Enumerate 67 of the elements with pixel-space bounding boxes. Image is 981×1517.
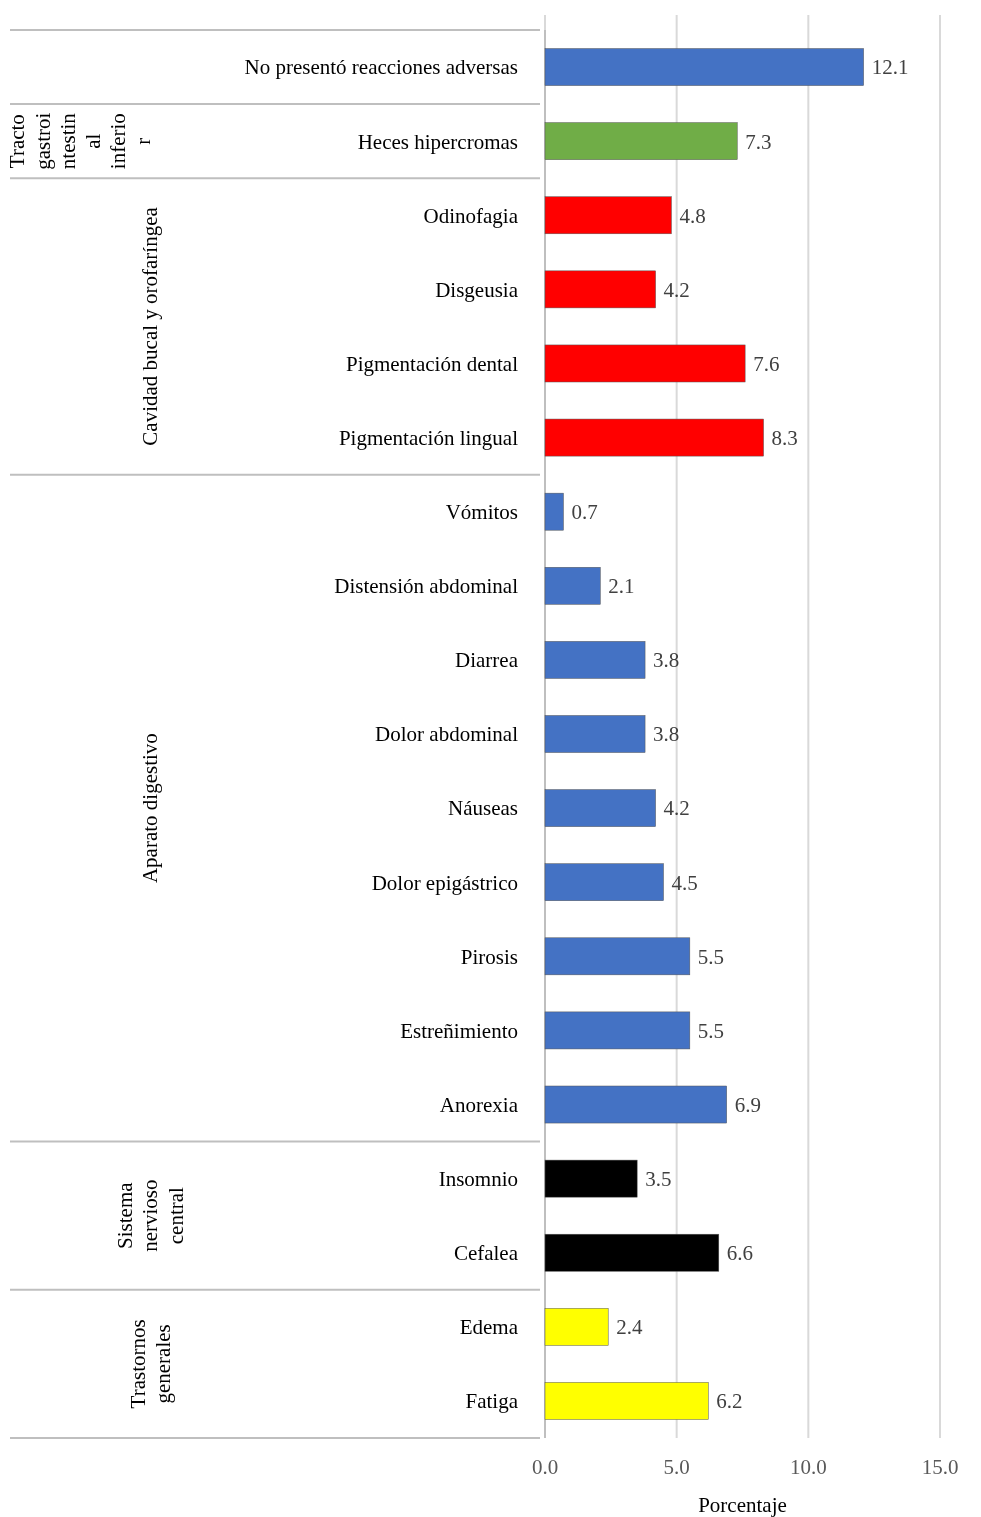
x-tick-label: 5.0 bbox=[663, 1455, 690, 1479]
x-tick-label: 0.0 bbox=[531, 1455, 559, 1479]
y-tick-label: Pirosis bbox=[460, 944, 518, 969]
data-label: 4.5 bbox=[671, 870, 698, 895]
data-label: 2.1 bbox=[608, 574, 635, 599]
data-label: 3.8 bbox=[653, 722, 680, 747]
y-tick-label: Distensión abdominal bbox=[334, 574, 519, 599]
bar bbox=[544, 344, 746, 383]
bar bbox=[544, 937, 691, 976]
y-tick-label: Edema bbox=[459, 1315, 519, 1340]
data-label: 6.9 bbox=[734, 1092, 761, 1117]
data-label: 4.2 bbox=[663, 277, 690, 302]
data-label: 12.1 bbox=[871, 55, 909, 80]
text: Trastornos generales bbox=[125, 1319, 175, 1409]
text: Sistema nervioso central bbox=[113, 1179, 188, 1252]
y-tick-label: Dolor epigástrico bbox=[371, 870, 518, 895]
y-tick-label: Vómitos bbox=[445, 500, 518, 525]
y-tick-label: Insomnio bbox=[438, 1166, 518, 1191]
data-label: 6.2 bbox=[716, 1389, 743, 1414]
y-tick-label: Heces hipercromas bbox=[357, 129, 518, 154]
y-tick-label: Dolor abdominal bbox=[375, 722, 519, 747]
y-tick-label: Diarrea bbox=[455, 648, 519, 673]
text: Cavidad bucal y orofaríngea bbox=[138, 206, 163, 446]
bar bbox=[544, 1308, 609, 1346]
data-label: 5.5 bbox=[697, 1018, 725, 1043]
y-tick-label: Náuseas bbox=[448, 796, 518, 821]
y-tick-label: Fatiga bbox=[465, 1389, 519, 1414]
data-label: 8.3 bbox=[771, 425, 798, 450]
bar bbox=[544, 122, 738, 160]
y-tick-label: No presentó reacciones adversas bbox=[244, 55, 518, 80]
data-label: 3.8 bbox=[653, 648, 680, 673]
y-tick-label: Anorexia bbox=[439, 1092, 519, 1117]
text: Aparato digestivo bbox=[138, 733, 163, 884]
x-tick-label: 10.0 bbox=[789, 1455, 827, 1479]
text: Tracto gastrointestinal inferior bbox=[5, 112, 156, 170]
data-label: 7.6 bbox=[753, 351, 780, 376]
bar bbox=[544, 1085, 727, 1124]
bar bbox=[544, 1159, 638, 1198]
bar bbox=[544, 418, 764, 457]
bar bbox=[544, 48, 864, 86]
bar bbox=[544, 863, 664, 901]
y-tick-label: Cefalea bbox=[453, 1241, 519, 1266]
bar bbox=[544, 492, 564, 531]
data-label: 6.6 bbox=[726, 1241, 754, 1266]
y-tick-label: Pigmentación lingual bbox=[338, 425, 519, 450]
bar bbox=[544, 641, 646, 679]
bar bbox=[544, 1233, 720, 1272]
y-tick-label: Pigmentación dental bbox=[345, 351, 519, 376]
data-label: 2.4 bbox=[616, 1315, 643, 1340]
y-tick-label: Estreñimiento bbox=[400, 1018, 518, 1043]
data-label: 5.5 bbox=[697, 944, 725, 969]
data-label: 4.2 bbox=[663, 796, 690, 821]
bar bbox=[544, 789, 656, 827]
bar bbox=[544, 1382, 709, 1420]
bar bbox=[544, 715, 646, 753]
bar bbox=[544, 196, 672, 235]
y-tick-label: Disgeusia bbox=[435, 277, 519, 302]
data-label: 4.8 bbox=[679, 203, 706, 228]
data-label: 0.7 bbox=[571, 500, 598, 525]
data-label: 3.5 bbox=[645, 1166, 672, 1191]
bar bbox=[544, 270, 656, 309]
x-axis-title: Porcentaje bbox=[698, 1493, 787, 1517]
data-label: 7.3 bbox=[745, 129, 772, 154]
bar bbox=[544, 1011, 691, 1050]
x-tick-label: 15.0 bbox=[921, 1455, 959, 1479]
bar bbox=[544, 567, 601, 605]
y-tick-label: Odinofagia bbox=[423, 203, 519, 228]
